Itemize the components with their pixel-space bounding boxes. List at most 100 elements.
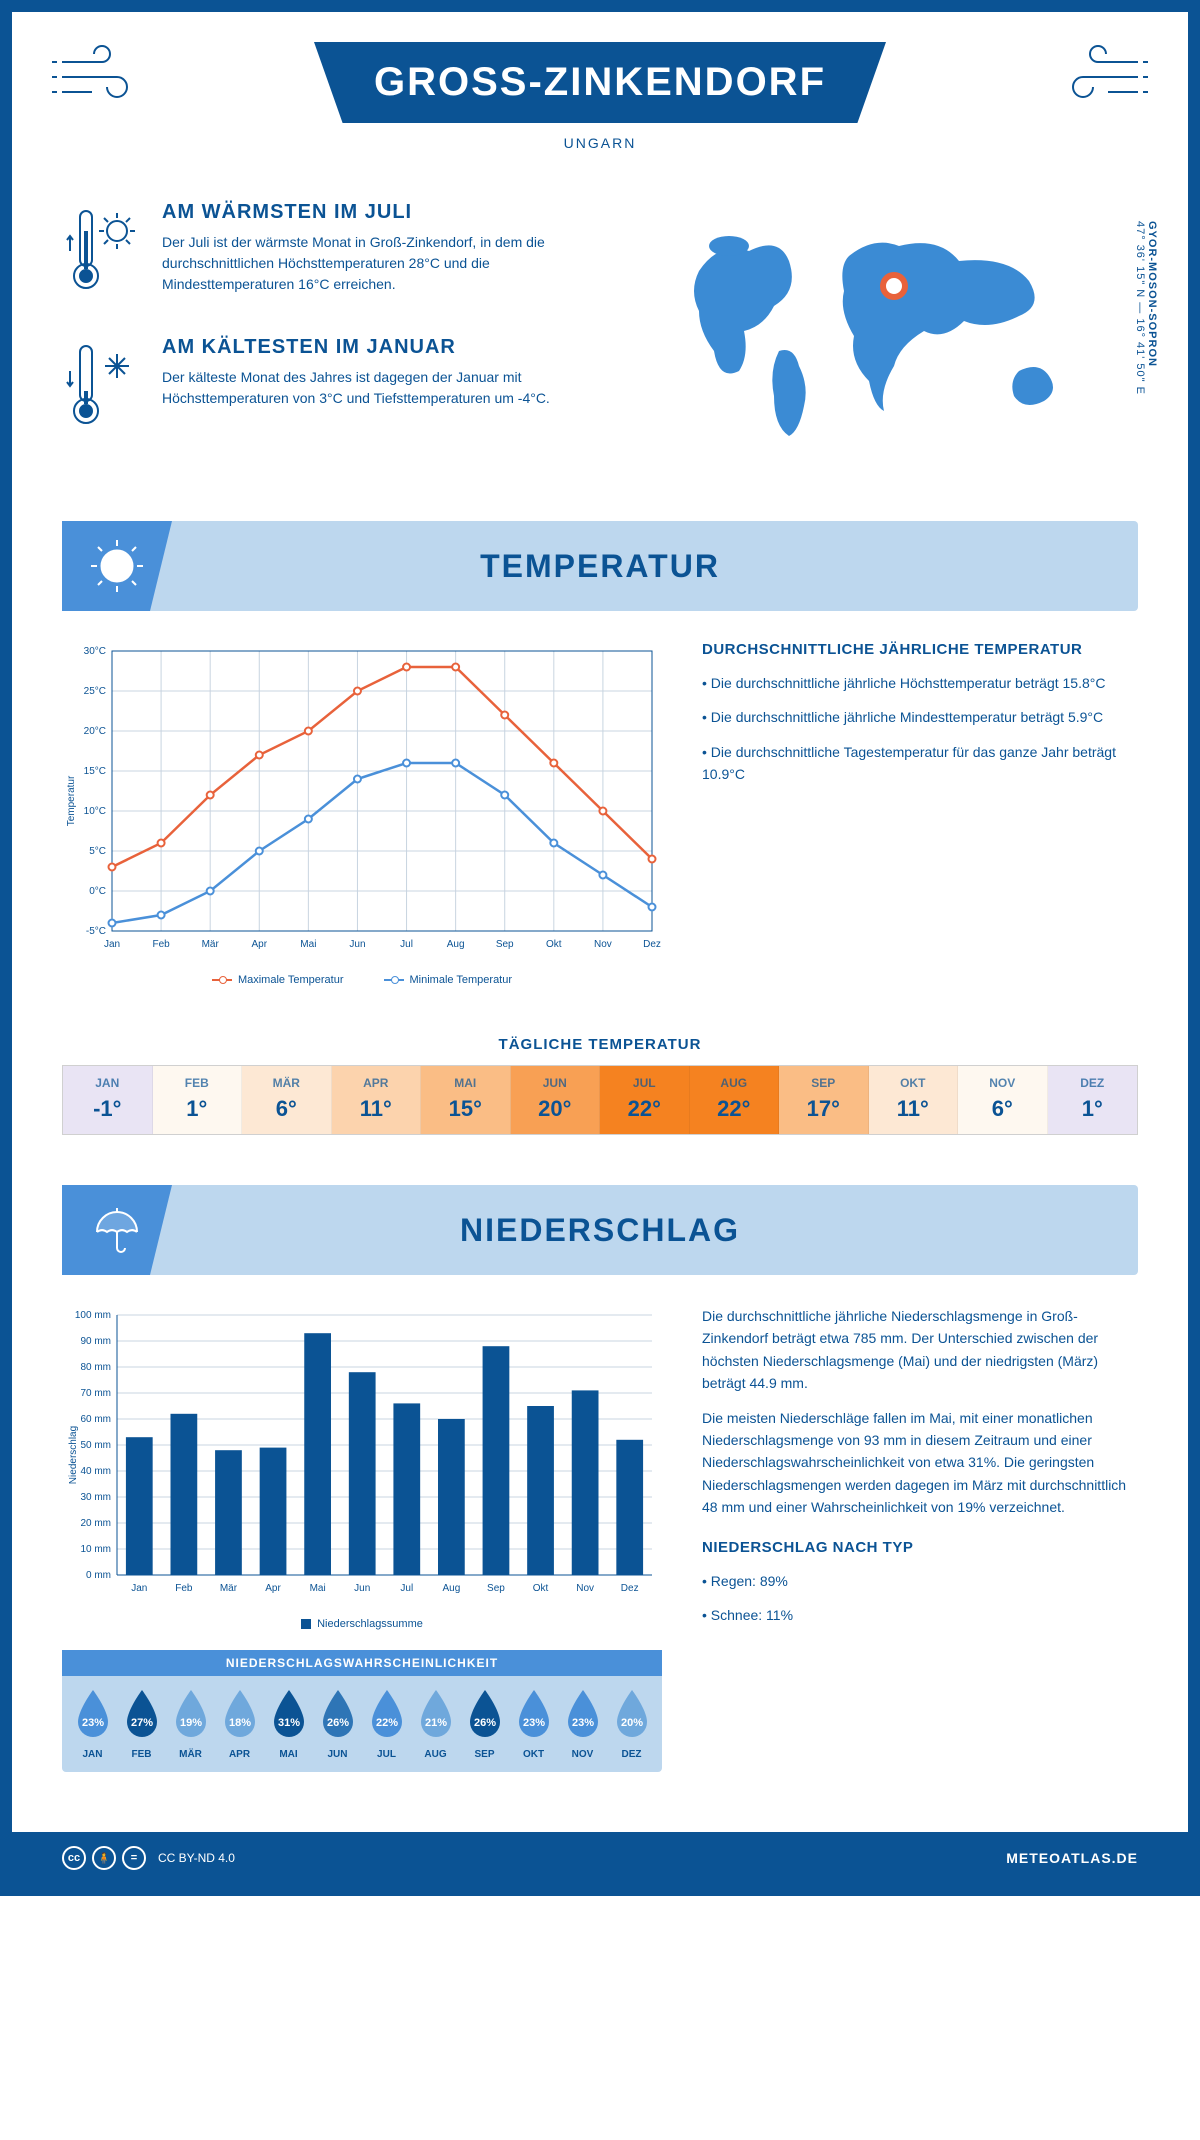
svg-text:60 mm: 60 mm	[80, 1414, 111, 1425]
daily-temp-cell: OKT11°	[869, 1066, 959, 1134]
header: GROSS-ZINKENDORF UNGARN	[12, 12, 1188, 171]
precip-type1: • Regen: 89%	[702, 1570, 1138, 1592]
daily-temp-cell: DEZ1°	[1048, 1066, 1138, 1134]
warmest-title: AM WÄRMSTEN IM JULI	[162, 201, 580, 224]
warmest-block: AM WÄRMSTEN IM JULI Der Juli ist der wär…	[62, 201, 580, 306]
svg-text:80 mm: 80 mm	[80, 1362, 111, 1373]
intro-right: GYOR-MOSON-SOPRON 47° 36' 15" N — 16° 41…	[620, 201, 1138, 471]
svg-text:23%: 23%	[81, 1717, 103, 1729]
precip-prob-cell: 18%APR	[217, 1688, 262, 1760]
svg-text:Niederschlag: Niederschlag	[68, 1426, 79, 1484]
daily-temp-cell: MAI15°	[421, 1066, 511, 1134]
infographic-container: GROSS-ZINKENDORF UNGARN AM WÄRMSTEN IM J…	[0, 0, 1200, 1896]
svg-text:15°C: 15°C	[84, 766, 106, 777]
temp-side-heading: DURCHSCHNITTLICHE JÄHRLICHE TEMPERATUR	[702, 641, 1138, 658]
temp-side-text: DURCHSCHNITTLICHE JÄHRLICHE TEMPERATUR •…	[702, 641, 1138, 986]
daily-temp-cell: JUL22°	[600, 1066, 690, 1134]
daily-temp-cell: NOV6°	[958, 1066, 1048, 1134]
svg-text:Jul: Jul	[400, 939, 413, 950]
drops-row: 23%JAN27%FEB19%MÄR18%APR31%MAI26%JUN22%J…	[62, 1676, 662, 1760]
temp-b1: • Die durchschnittliche jährliche Höchst…	[702, 672, 1138, 694]
svg-text:Sep: Sep	[496, 939, 514, 950]
wind-icon-left	[52, 42, 152, 117]
svg-text:Feb: Feb	[152, 939, 170, 950]
svg-text:27%: 27%	[130, 1717, 152, 1729]
daily-temp-cell: JUN20°	[511, 1066, 601, 1134]
svg-text:90 mm: 90 mm	[80, 1336, 111, 1347]
temp-title: TEMPERATUR	[480, 548, 720, 585]
svg-text:Nov: Nov	[594, 939, 612, 950]
daily-temp-row: JAN-1°FEB1°MÄR6°APR11°MAI15°JUN20°JUL22°…	[62, 1065, 1138, 1135]
coordinates: GYOR-MOSON-SOPRON 47° 36' 15" N — 16° 41…	[1134, 221, 1158, 395]
svg-text:18%: 18%	[228, 1717, 250, 1729]
svg-text:Jun: Jun	[354, 1583, 370, 1594]
precip-prob-cell: 27%FEB	[119, 1688, 164, 1760]
svg-text:31%: 31%	[277, 1717, 299, 1729]
svg-text:0 mm: 0 mm	[86, 1570, 111, 1581]
svg-text:Jul: Jul	[400, 1583, 413, 1594]
svg-text:19%: 19%	[179, 1717, 201, 1729]
svg-text:40 mm: 40 mm	[80, 1466, 111, 1477]
svg-text:0°C: 0°C	[89, 886, 106, 897]
daily-temp-cell: JAN-1°	[63, 1066, 153, 1134]
precip-side-text: Die durchschnittliche jährliche Niedersc…	[702, 1305, 1138, 1772]
license-text: CC BY-ND 4.0	[158, 1851, 235, 1865]
svg-text:26%: 26%	[473, 1717, 495, 1729]
thermometer-sun-icon	[62, 201, 142, 306]
temp-chart: -5°C0°C5°C10°C15°C20°C25°C30°CJanFebMärA…	[62, 641, 662, 986]
warmest-text: AM WÄRMSTEN IM JULI Der Juli ist der wär…	[162, 201, 580, 306]
sun-icon	[62, 521, 172, 611]
temp-b3: • Die durchschnittliche Tagestemperatur …	[702, 741, 1138, 786]
precip-prob-cell: 23%JAN	[70, 1688, 115, 1760]
coldest-desc: Der kälteste Monat des Jahres ist dagege…	[162, 367, 580, 409]
precip-prob-cell: 26%SEP	[462, 1688, 507, 1760]
precip-prob-cell: 19%MÄR	[168, 1688, 213, 1760]
svg-text:Jun: Jun	[349, 939, 365, 950]
svg-text:10 mm: 10 mm	[80, 1544, 111, 1555]
precip-p2: Die meisten Niederschläge fallen im Mai,…	[702, 1407, 1138, 1519]
daily-temp-cell: APR11°	[332, 1066, 422, 1134]
intro-left: AM WÄRMSTEN IM JULI Der Juli ist der wär…	[62, 201, 580, 471]
temp-legend: Maximale Temperatur Minimale Temperatur	[62, 974, 662, 986]
svg-text:Nov: Nov	[576, 1583, 594, 1594]
temp-b2: • Die durchschnittliche jährliche Mindes…	[702, 706, 1138, 728]
by-icon: 🧍	[92, 1846, 116, 1870]
svg-text:5°C: 5°C	[89, 846, 106, 857]
page-title: GROSS-ZINKENDORF	[374, 60, 826, 105]
svg-text:23%: 23%	[571, 1717, 593, 1729]
precip-prob-cell: 26%JUN	[315, 1688, 360, 1760]
cc-icon: cc	[62, 1846, 86, 1870]
lat-lon: 47° 36' 15" N — 16° 41' 50" E	[1134, 221, 1146, 395]
svg-text:22%: 22%	[375, 1717, 397, 1729]
coldest-block: AM KÄLTESTEN IM JANUAR Der kälteste Mona…	[62, 336, 580, 441]
region-name: GYOR-MOSON-SOPRON	[1146, 221, 1158, 367]
precip-prob-title: NIEDERSCHLAGSWAHRSCHEINLICHKEIT	[62, 1650, 662, 1676]
precip-prob-cell: 23%OKT	[511, 1688, 556, 1760]
precip-prob-cell: 20%DEZ	[609, 1688, 654, 1760]
daily-temp-title: TÄGLICHE TEMPERATUR	[12, 1036, 1188, 1053]
precip-prob-cell: 23%NOV	[560, 1688, 605, 1760]
svg-text:50 mm: 50 mm	[80, 1440, 111, 1451]
thermometer-snow-icon	[62, 336, 142, 441]
intro-section: AM WÄRMSTEN IM JULI Der Juli ist der wär…	[12, 171, 1188, 501]
temp-section: -5°C0°C5°C10°C15°C20°C25°C30°CJanFebMärA…	[12, 611, 1188, 1016]
cc-icons: cc 🧍 =	[62, 1846, 146, 1870]
svg-text:Temperatur: Temperatur	[66, 775, 77, 826]
svg-text:Mai: Mai	[300, 939, 316, 950]
svg-text:30 mm: 30 mm	[80, 1492, 111, 1503]
umbrella-icon	[62, 1185, 172, 1275]
svg-text:23%: 23%	[522, 1717, 544, 1729]
svg-text:Dez: Dez	[643, 939, 661, 950]
svg-text:Okt: Okt	[533, 1583, 549, 1594]
precip-section-header: NIEDERSCHLAG	[62, 1185, 1138, 1275]
svg-text:30°C: 30°C	[84, 646, 106, 657]
svg-text:Dez: Dez	[621, 1583, 639, 1594]
daily-temp-cell: SEP17°	[779, 1066, 869, 1134]
svg-text:-5°C: -5°C	[86, 926, 106, 937]
svg-text:26%: 26%	[326, 1717, 348, 1729]
precip-type-heading: NIEDERSCHLAG NACH TYP	[702, 1539, 1138, 1556]
svg-text:20%: 20%	[620, 1717, 642, 1729]
svg-text:Jan: Jan	[104, 939, 120, 950]
nd-icon: =	[122, 1846, 146, 1870]
legend-min: Minimale Temperatur	[410, 974, 513, 986]
